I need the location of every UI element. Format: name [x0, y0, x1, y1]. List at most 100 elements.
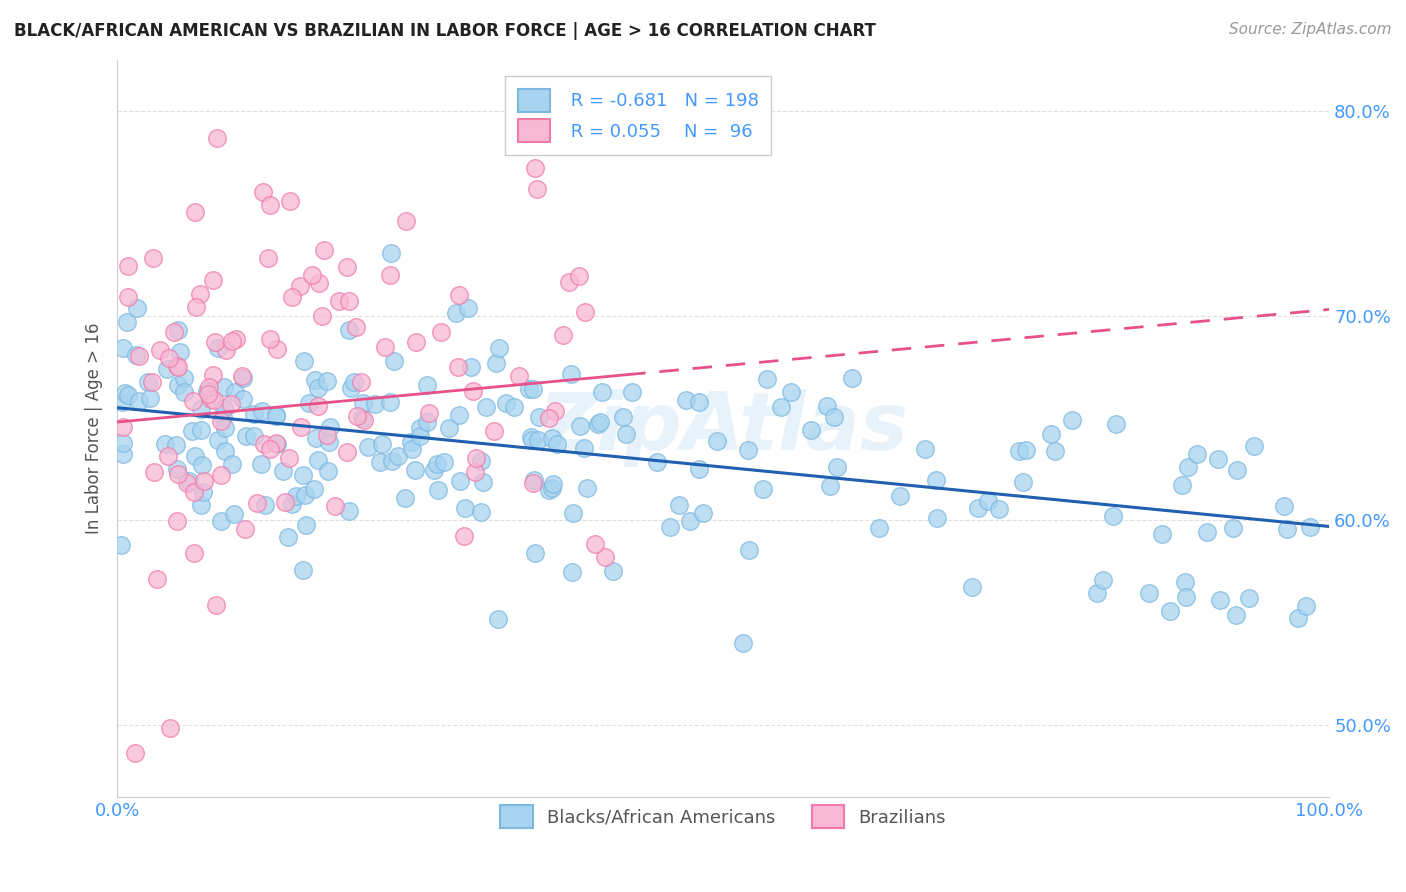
Point — [242, 429, 264, 443]
Point — [1177, 459, 1199, 474]
Point — [1195, 524, 1218, 539]
Point — [464, 465, 486, 479]
Point — [183, 485, 205, 500]
Point — [602, 564, 624, 578]
Y-axis label: In Labor Force | Age > 16: In Labor Force | Age > 16 — [86, 322, 103, 534]
Point — [166, 359, 188, 373]
Point — [546, 437, 568, 451]
Point — [301, 268, 323, 282]
Point — [460, 359, 482, 374]
Point — [1092, 573, 1115, 587]
Point — [561, 565, 583, 579]
Point — [115, 316, 138, 330]
Point — [198, 380, 221, 394]
Point — [430, 325, 453, 339]
Point — [221, 334, 243, 349]
Point — [472, 475, 495, 490]
Point — [143, 465, 166, 479]
Point — [568, 419, 591, 434]
Legend: Blacks/African Americans, Brazilians: Blacks/African Americans, Brazilians — [494, 798, 953, 836]
Point — [394, 491, 416, 506]
Point — [527, 409, 550, 424]
Point — [163, 830, 186, 844]
Point — [394, 214, 416, 228]
Point — [737, 543, 759, 558]
Point — [692, 506, 714, 520]
Point — [645, 455, 668, 469]
Point — [190, 498, 212, 512]
Point — [207, 341, 229, 355]
Point — [502, 400, 524, 414]
Point — [470, 454, 492, 468]
Point — [756, 371, 779, 385]
Point — [191, 484, 214, 499]
Point — [271, 464, 294, 478]
Point — [706, 434, 728, 448]
Point — [357, 441, 380, 455]
Point — [340, 381, 363, 395]
Point — [927, 511, 949, 525]
Point — [204, 335, 226, 350]
Point — [1174, 575, 1197, 590]
Point — [207, 131, 229, 145]
Point — [294, 488, 316, 502]
Point — [457, 301, 479, 315]
Point — [125, 348, 148, 362]
Point — [966, 500, 988, 515]
Point — [1272, 500, 1295, 514]
Point — [344, 320, 367, 334]
Point — [266, 435, 288, 450]
Point — [1286, 611, 1309, 625]
Point — [253, 437, 276, 451]
Point — [232, 392, 254, 406]
Point — [568, 268, 591, 283]
Point — [1104, 417, 1126, 432]
Point — [188, 286, 211, 301]
Point — [733, 636, 755, 650]
Point — [583, 537, 606, 551]
Point — [169, 345, 191, 359]
Point — [1243, 439, 1265, 453]
Point — [815, 399, 838, 413]
Point — [447, 408, 470, 422]
Point — [380, 245, 402, 260]
Point — [149, 343, 172, 358]
Point — [336, 260, 359, 275]
Point — [541, 481, 564, 495]
Point — [136, 375, 159, 389]
Point — [259, 333, 281, 347]
Point — [184, 450, 207, 464]
Point — [574, 305, 596, 319]
Point — [166, 359, 188, 374]
Point — [519, 430, 541, 444]
Point — [319, 420, 342, 434]
Point — [307, 399, 329, 413]
Point — [207, 433, 229, 447]
Point — [166, 467, 188, 481]
Point — [259, 198, 281, 212]
Point — [343, 375, 366, 389]
Point — [156, 362, 179, 376]
Point — [111, 395, 134, 409]
Point — [427, 483, 450, 497]
Point — [370, 437, 392, 451]
Point — [173, 384, 195, 399]
Point — [165, 438, 187, 452]
Point — [243, 408, 266, 422]
Point — [453, 529, 475, 543]
Point — [111, 341, 134, 355]
Point — [184, 205, 207, 219]
Point — [433, 455, 456, 469]
Point — [307, 453, 329, 467]
Point — [202, 393, 225, 408]
Point — [337, 323, 360, 337]
Point — [522, 433, 544, 447]
Point — [112, 436, 135, 450]
Point — [517, 382, 540, 396]
Point — [278, 194, 301, 209]
Point — [339, 294, 361, 309]
Point — [350, 375, 373, 389]
Point — [266, 343, 288, 357]
Point — [114, 386, 136, 401]
Point — [1275, 523, 1298, 537]
